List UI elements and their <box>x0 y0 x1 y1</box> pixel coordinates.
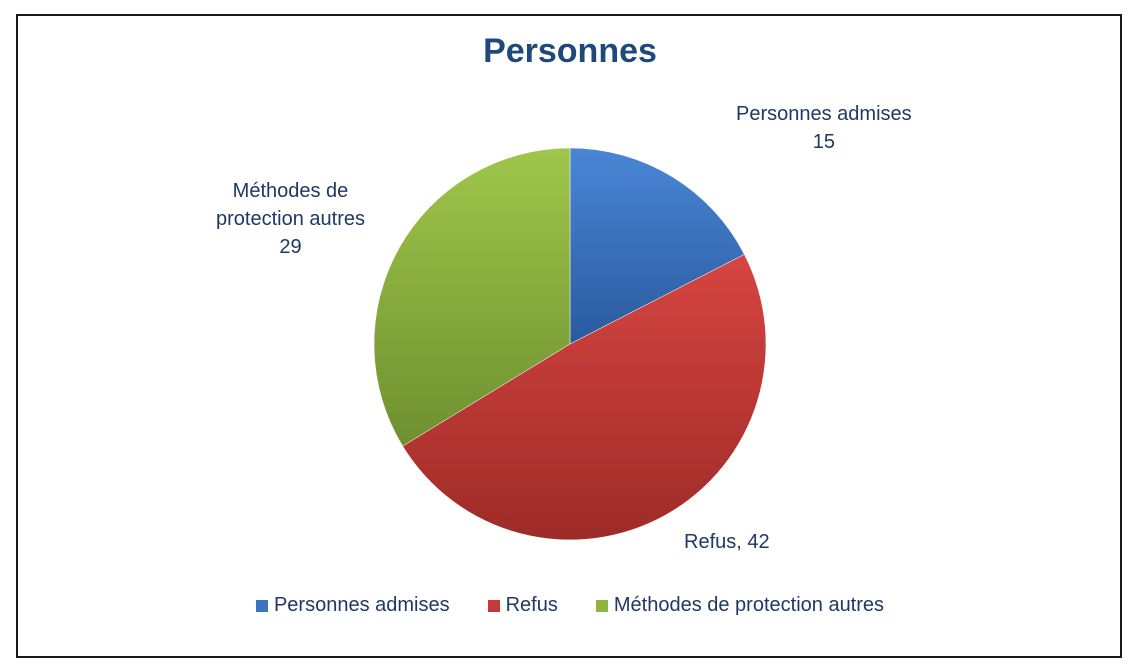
data-label-methodes: Méthodes de protection autres 29 <box>216 177 365 261</box>
legend-label: Refus <box>505 594 558 616</box>
data-label-name: protection autres <box>216 208 365 230</box>
legend: Personnes admises Refus Méthodes de prot… <box>0 594 1140 617</box>
legend-item[interactable]: Personnes admises <box>255 594 450 617</box>
data-label-value: 29 <box>279 236 302 258</box>
data-label-personnes-admises: Personnes admises 15 <box>736 100 912 156</box>
pie-slice-personnes-admises[interactable] <box>569 147 745 345</box>
legend-item[interactable]: Méthodes de protection autres <box>595 594 885 617</box>
legend-item[interactable]: Refus <box>487 594 558 617</box>
data-label-text: Refus, 42 <box>684 531 770 553</box>
legend-label: Méthodes de protection autres <box>613 594 885 616</box>
legend-swatch <box>255 599 268 612</box>
data-label-name: Personnes admises <box>736 103 912 125</box>
pie-slice-refus[interactable] <box>402 254 767 541</box>
data-label-refus: Refus, 42 <box>684 528 770 556</box>
legend-label: Personnes admises <box>273 594 450 616</box>
chart-title: Personnes <box>483 32 657 70</box>
legend-swatch <box>487 599 500 612</box>
data-label-name: Méthodes de <box>232 180 349 202</box>
legend-swatch <box>595 599 608 612</box>
pie-slice-methodes-de-protection-autres[interactable] <box>373 147 571 447</box>
data-label-value: 15 <box>812 131 835 153</box>
